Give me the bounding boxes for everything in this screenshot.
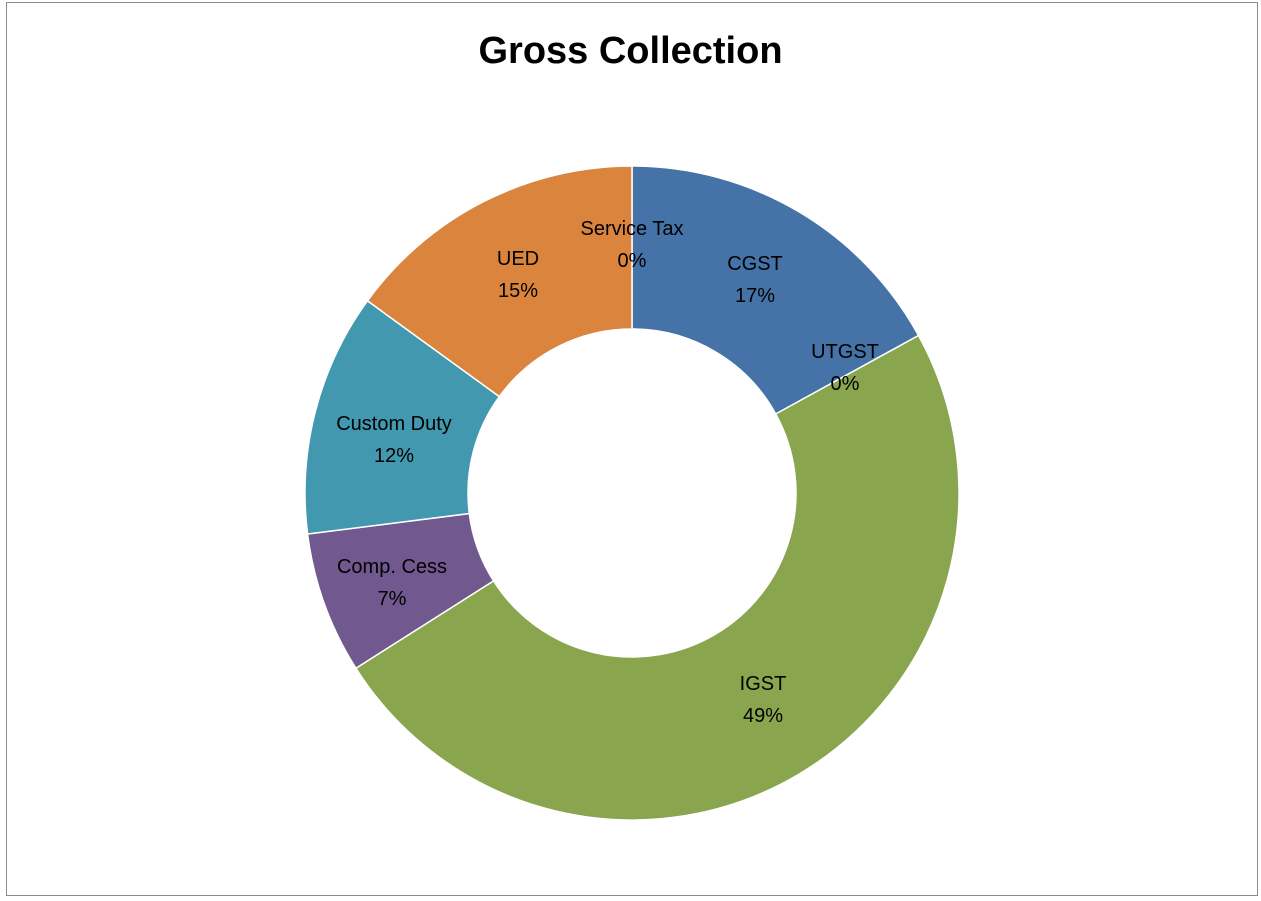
data-label-comp-cess: Comp. Cess 7% (337, 556, 447, 610)
chart-title: Gross Collection (478, 30, 783, 72)
slice-custom-duty[interactable] (304, 299, 501, 535)
slice-cgst[interactable] (631, 165, 920, 416)
slice-ued[interactable] (366, 165, 633, 398)
data-label-utgst: UTGST 0% (811, 341, 879, 395)
slice-igst[interactable] (354, 334, 960, 821)
data-label-igst: IGST 49% (740, 673, 787, 727)
slices-group (304, 165, 960, 821)
data-label-cgst: CGST 17% (727, 253, 783, 307)
data-label-service-tax: Service Tax 0% (580, 218, 683, 272)
data-label-custom-duty: Custom Duty 12% (336, 413, 452, 467)
data-label-ued: UED 15% (497, 248, 539, 302)
labels-group: CGST 17% UTGST 0% IGST 49% Comp. Cess 7% Custom … (336, 218, 879, 727)
